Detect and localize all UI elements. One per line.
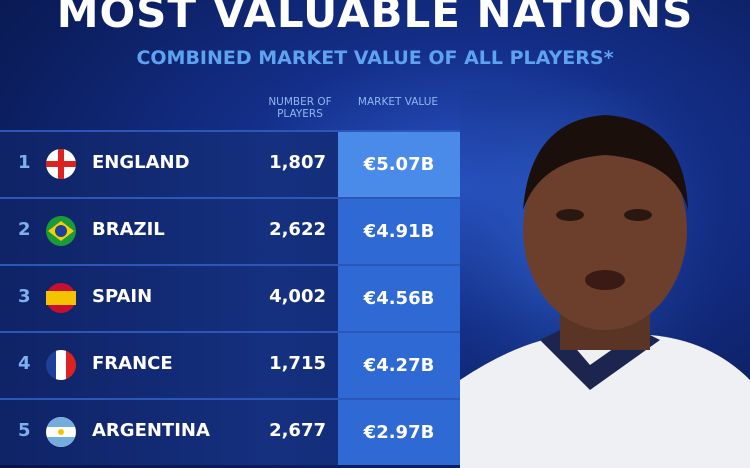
player-photo	[460, 90, 750, 468]
flag	[46, 283, 76, 313]
subtitle: COMBINED MARKET VALUE OF ALL PLAYERS*	[136, 47, 614, 69]
title: MOST VALUABLE NATIONS	[56, 0, 694, 37]
players: 2,677	[269, 420, 326, 441]
rank: 1	[18, 152, 31, 173]
country: ARGENTINA	[92, 420, 210, 441]
market-value: €4.91B	[338, 199, 460, 264]
players: 1,807	[269, 152, 326, 173]
players: 4,002	[269, 286, 326, 307]
table-row: 5 ARGENTINA 2,677 €2.97B	[0, 398, 460, 465]
rank: 3	[18, 286, 31, 307]
market-value: €4.27B	[338, 333, 460, 398]
market-value: €2.97B	[338, 400, 460, 465]
table-row: 3 SPAIN 4,002 €4.56B	[0, 264, 460, 331]
column-header: MARKET VALUE	[357, 96, 439, 108]
country: ENGLAND	[92, 152, 190, 173]
flag	[46, 350, 76, 380]
column-header: NUMBER OF PLAYERS	[268, 96, 332, 120]
market-value: €4.56B	[338, 266, 460, 331]
rank: 4	[18, 353, 31, 374]
flag	[46, 149, 76, 179]
table-row: 2 BRAZIL 2,622 €4.91B	[0, 197, 460, 264]
table-row: 4 FRANCE 1,715 €4.27B	[0, 331, 460, 398]
country: FRANCE	[92, 353, 173, 374]
flag	[46, 216, 76, 246]
table-row: 1 ENGLAND 1,807 €5.07B	[0, 130, 460, 197]
rank: 5	[18, 420, 31, 441]
country: BRAZIL	[92, 219, 165, 240]
country: SPAIN	[92, 286, 153, 307]
players: 2,622	[269, 219, 326, 240]
market-value: €5.07B	[338, 132, 460, 197]
players: 1,715	[269, 353, 326, 374]
flag	[46, 417, 76, 447]
rank: 2	[18, 219, 31, 240]
